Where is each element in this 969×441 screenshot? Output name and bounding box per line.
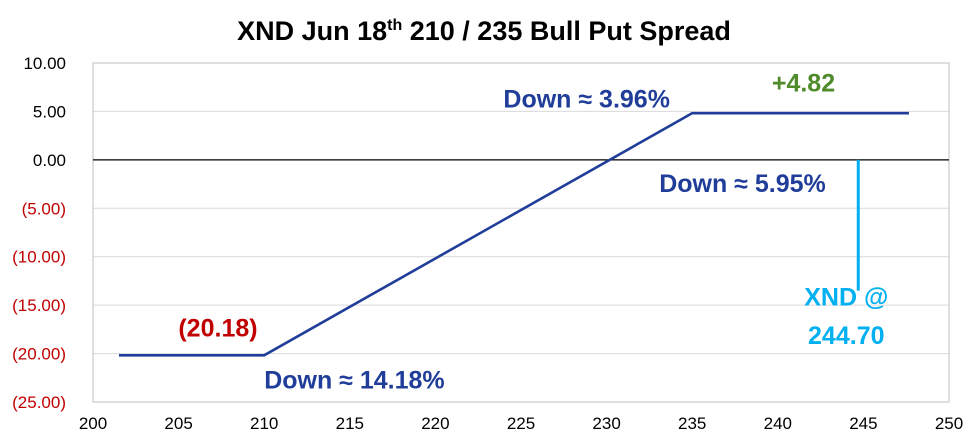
y-tick-label: (10.00)	[12, 248, 66, 267]
y-tick-label: (15.00)	[12, 296, 66, 315]
max-loss-distance-label: Down ≈ 14.18%	[264, 366, 444, 394]
x-tick-label: 210	[250, 414, 278, 433]
x-tick-label: 215	[336, 414, 364, 433]
current-price-label-line2: 244.70	[808, 322, 884, 350]
y-tick-label: (25.00)	[12, 393, 66, 412]
chart-title: XND Jun 18th 210 / 235 Bull Put Spread	[237, 16, 731, 46]
y-tick-label: 5.00	[33, 102, 66, 121]
y-tick-label: (20.00)	[12, 345, 66, 364]
current-distance-label: Down ≈ 5.95%	[659, 170, 826, 198]
y-axis: 10.00 5.00 0.00 (5.00) (10.00) (15.00) (20.00)…	[12, 54, 66, 412]
x-tick-label: 245	[849, 414, 877, 433]
x-tick-label: 200	[79, 414, 107, 433]
y-tick-label: (5.00)	[22, 199, 66, 218]
y-tick-label: 10.00	[23, 54, 66, 73]
x-tick-label: 225	[507, 414, 535, 433]
x-tick-label: 205	[164, 414, 192, 433]
x-tick-label: 250	[935, 414, 963, 433]
profit-loss-series-line	[119, 111, 909, 357]
x-tick-label: 240	[764, 414, 792, 433]
plot-area	[92, 62, 950, 403]
max-loss-label: (20.18)	[178, 314, 257, 342]
x-axis: 200 205 210 215 220 225 230 235 240 245 250	[79, 414, 963, 433]
max-profit-label: +4.82	[772, 69, 835, 97]
x-tick-label: 220	[421, 414, 449, 433]
y-tick-label: 0.00	[33, 151, 66, 170]
x-tick-label: 230	[592, 414, 620, 433]
current-price-label-line1: XND @	[804, 283, 888, 311]
x-tick-label: 235	[678, 414, 706, 433]
breakeven-down-label: Down ≈ 3.96%	[503, 85, 670, 113]
